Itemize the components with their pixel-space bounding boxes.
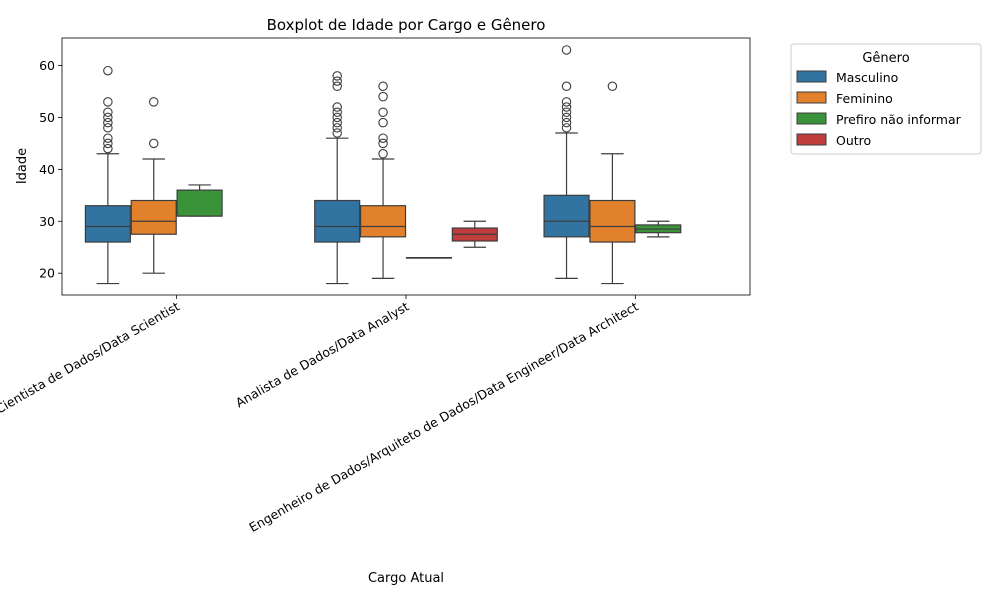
legend-swatch <box>796 91 827 104</box>
legend-label: Outro <box>836 133 871 148</box>
outlier-point <box>148 138 159 149</box>
outlier-point <box>103 65 113 76</box>
box-outro-1 <box>451 220 498 248</box>
plot-area <box>61 37 751 296</box>
y-axis: 20 30 40 50 60 <box>39 58 62 281</box>
outlier-point <box>561 102 572 112</box>
box-groups <box>84 45 682 285</box>
box-iqr <box>84 205 131 243</box>
outlier-point <box>332 102 342 112</box>
legend-title: Gênero <box>862 51 909 66</box>
x-axis: Cientista de Dados/Data Scientist Analist… <box>0 295 641 535</box>
y-tick-label: 50 <box>39 110 55 125</box>
outlier-point <box>607 81 618 92</box>
box-prefiro-n-o-informar-1 <box>405 257 453 259</box>
outlier-point <box>378 81 388 92</box>
legend-label: Prefiro não informar <box>836 112 962 127</box>
outlier-point <box>378 149 388 159</box>
x-tick-label: Engenheiro de Dados/Arquiteto de Dados/D… <box>246 299 641 535</box>
outlier-point <box>378 107 388 117</box>
chart-title: Boxplot de Idade por Cargo e Gênero <box>267 16 546 34</box>
box-iqr <box>314 199 361 243</box>
outlier-point <box>561 81 572 92</box>
box-prefiro-n-o-informar-2 <box>635 220 682 238</box>
outlier-point <box>561 117 572 128</box>
outlier-point <box>332 117 342 128</box>
outlier-point <box>332 81 342 92</box>
outlier-point <box>561 97 572 107</box>
outlier-point <box>103 107 113 117</box>
outlier-point <box>561 45 572 55</box>
legend-swatch <box>796 133 827 146</box>
box-iqr <box>359 205 407 238</box>
outlier-point <box>332 76 342 86</box>
legend-label: Masculino <box>836 70 898 85</box>
outlier-point <box>103 133 113 143</box>
legend-swatch <box>796 112 827 125</box>
box-feminino-2 <box>589 81 636 285</box>
box-iqr <box>589 199 636 243</box>
outlier-point <box>378 117 388 128</box>
outlier-point <box>103 97 113 107</box>
outlier-point <box>332 107 342 117</box>
y-tick-label: 40 <box>39 162 55 177</box>
outlier-point <box>103 112 113 123</box>
outlier-point <box>103 143 113 154</box>
box-iqr <box>176 189 223 217</box>
legend-label: Feminino <box>836 91 893 106</box>
outlier-point <box>332 71 342 81</box>
box-masculino-2 <box>543 45 590 279</box>
outlier-point <box>103 123 113 133</box>
outlier-point <box>332 112 342 123</box>
outlier-point <box>561 123 572 133</box>
box-prefiro-n-o-informar-0 <box>176 184 223 217</box>
outlier-point <box>378 133 388 143</box>
outlier-point <box>332 128 342 138</box>
box-masculino-1 <box>314 71 361 285</box>
box-masculino-0 <box>84 65 131 285</box>
y-tick-label: 20 <box>39 266 55 281</box>
outlier-point <box>148 97 159 107</box>
y-tick-label: 30 <box>39 214 55 229</box>
legend-frame <box>790 43 982 155</box>
box-iqr <box>543 194 590 238</box>
box-feminino-1 <box>359 81 407 279</box>
box-feminino-0 <box>130 97 177 274</box>
x-tick-label: Cientista de Dados/Data Scientist <box>0 299 182 417</box>
outlier-point <box>378 91 388 102</box>
outlier-point <box>561 112 572 123</box>
outlier-point <box>332 123 342 133</box>
x-axis-label: Cargo Atual <box>368 571 444 586</box>
x-tick-label: Analista de Dados/Data Analyst <box>233 299 412 411</box>
outlier-point <box>561 107 572 117</box>
legend: Gênero Masculino Feminino Prefiro não info… <box>790 43 982 155</box>
outlier-point <box>103 138 113 149</box>
outlier-point <box>378 138 388 149</box>
outlier-point <box>103 117 113 128</box>
box-iqr <box>130 199 177 235</box>
y-tick-label: 60 <box>39 58 55 73</box>
y-axis-label: Idade <box>15 148 30 184</box>
legend-swatch <box>796 70 827 83</box>
